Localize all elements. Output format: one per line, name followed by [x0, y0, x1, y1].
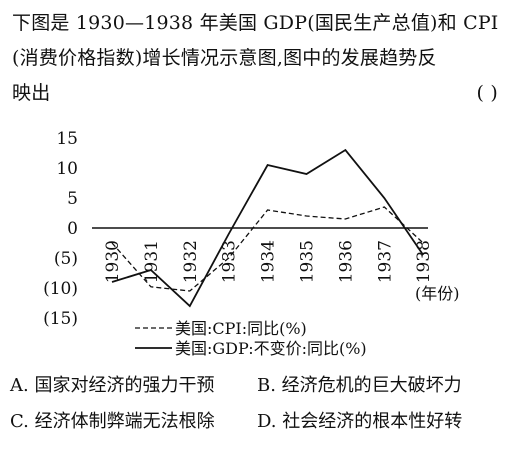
x-tick-label: 1936	[336, 240, 356, 283]
y-tick-label: 0	[67, 219, 78, 239]
answer-options: A. 国家对经济的强力干预 B. 经济危机的巨大破坏力 C. 经济体制弊端无法根…	[10, 368, 505, 440]
cpi-series-line	[111, 206, 424, 292]
question-line-3-text: 映出	[12, 82, 51, 104]
options-row-2: C. 经济体制弊端无法根除 D. 社会经济的根本性好转	[10, 404, 505, 440]
x-tick-label: 1938	[414, 240, 434, 283]
y-tick-label: (5)	[54, 249, 78, 269]
x-tick-label: 1932	[181, 240, 201, 283]
x-tick-label: 1935	[298, 240, 318, 283]
question-text: 下图是 1930—1938 年美国 GDP(国民生产总值)和 CPI (消费价格…	[12, 6, 504, 111]
x-tick-label: 1934	[259, 240, 279, 283]
option-a[interactable]: A. 国家对经济的强力干预	[10, 375, 215, 396]
option-d[interactable]: D. 社会经济的根本性好转	[257, 411, 463, 432]
question-line-1: 下图是 1930—1938 年美国 GDP(国民生产总值)和 CPI	[12, 12, 499, 34]
question-line-2: (消费价格指数)增长情况示意图,图中的发展趋势反	[12, 47, 437, 69]
legend: 美国:CPI:同比(%)美国:GDP:不变价:同比(%)	[135, 319, 367, 358]
option-b[interactable]: B. 经济危机的巨大破坏力	[257, 375, 462, 396]
y-axis: 15 10 5 0 (5) (10) (15)	[43, 129, 78, 329]
answer-bracket: ( )	[476, 82, 498, 104]
y-tick-label: 10	[56, 159, 78, 179]
x-axis-label: (年份)	[415, 284, 460, 303]
x-tick-label: 1931	[142, 240, 162, 283]
legend-label: 美国:GDP:不变价:同比(%)	[175, 339, 367, 358]
x-tick-label: 1930	[103, 240, 123, 283]
x-axis: 1930 1931 1932 1933 1934 1935 1936 1937 1938	[92, 227, 434, 283]
x-tick-label: 1937	[375, 240, 395, 283]
y-tick-label: 5	[67, 189, 78, 209]
option-c[interactable]: C. 经济体制弊端无法根除	[10, 411, 215, 432]
y-tick-label: 15	[56, 129, 78, 149]
y-tick-label: (10)	[43, 279, 78, 299]
y-tick-label: (15)	[43, 309, 78, 329]
series-group	[111, 148, 424, 308]
x-tick-label: 1933	[220, 240, 240, 283]
options-row-1: A. 国家对经济的强力干预 B. 经济危机的巨大破坏力	[10, 368, 505, 404]
gdp-series-line	[111, 148, 424, 308]
question-line-3: 映出 ( )	[12, 76, 504, 111]
legend-label: 美国:CPI:同比(%)	[175, 319, 307, 338]
